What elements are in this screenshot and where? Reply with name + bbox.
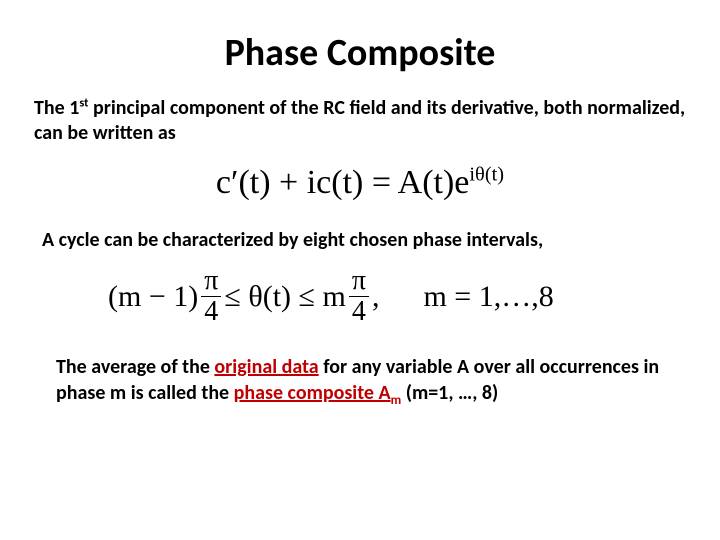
def-ul2-subscript: m: [391, 393, 402, 408]
eq1-exponent: iθ(t): [469, 164, 504, 186]
equation-1-row: c′(t) + ic(t) = A(t)eiθ(t): [28, 164, 692, 202]
def-ul2-text: phase composite A: [234, 381, 391, 405]
def-t1: The average of the: [56, 355, 214, 379]
eq2-m-range: m = 1,…,8: [423, 280, 553, 314]
eq1-lhs: c′(t) + ic(t) = A(t)e: [216, 164, 469, 201]
intro-text-1: The 1: [34, 96, 79, 120]
slide: Phase Composite The 1st principal compon…: [0, 0, 720, 540]
eq2-frac2-num: π: [349, 267, 369, 295]
eq2-frac2-den: 4: [349, 298, 369, 326]
def-underline-2: phase composite Am: [234, 381, 402, 405]
def-t3: (m=1, …, 8): [401, 381, 498, 405]
eq2-frac1-den: 4: [201, 298, 221, 326]
equation-1: c′(t) + ic(t) = A(t)eiθ(t): [216, 164, 504, 202]
intro-paragraph: The 1st principal component of the RC fi…: [34, 96, 692, 146]
intro-text-2: principal component of the RC field and …: [34, 96, 685, 145]
definition-paragraph: The average of the original data for any…: [56, 354, 692, 406]
eq2-comma: ,: [372, 280, 380, 314]
eq2-mid: ≤ θ(t) ≤ m: [224, 280, 345, 314]
equation-2-row: (m − 1) π 4 ≤ θ(t) ≤ m π 4 , m = 1,…,8: [28, 267, 692, 326]
eq2-prefix: (m − 1): [108, 280, 198, 314]
slide-title: Phase Composite: [28, 30, 692, 76]
eq2-frac-1: π 4: [201, 267, 221, 326]
eq2-frac1-num: π: [201, 267, 221, 295]
def-underline-1: original data: [214, 355, 318, 379]
equation-2: (m − 1) π 4 ≤ θ(t) ≤ m π 4 , m = 1,…,8: [108, 267, 554, 326]
eq2-frac-2: π 4: [349, 267, 369, 326]
cycle-paragraph: A cycle can be characterized by eight ch…: [42, 228, 692, 253]
